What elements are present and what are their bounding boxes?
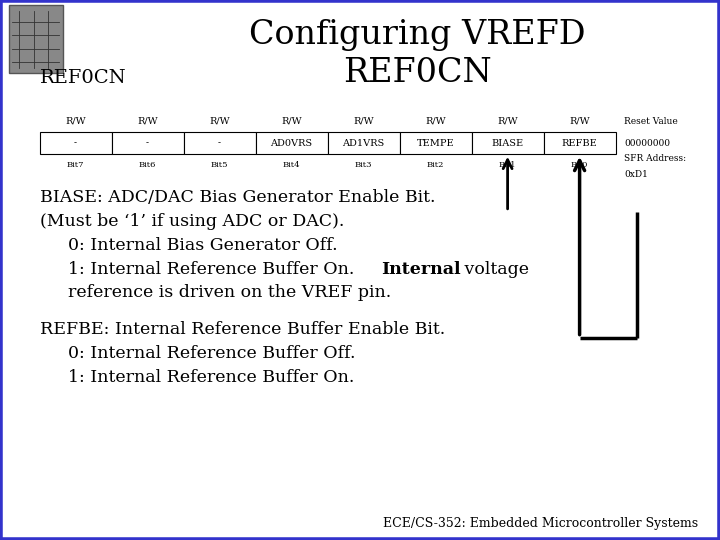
Bar <box>9 5 63 73</box>
Text: Configuring VREFD: Configuring VREFD <box>249 19 586 51</box>
Bar <box>112 132 184 154</box>
Text: R/W: R/W <box>66 117 86 126</box>
Bar <box>400 132 472 154</box>
Text: 1: Internal Reference Buffer On.: 1: Internal Reference Buffer On. <box>68 369 355 387</box>
Text: REFBE: REFBE <box>562 139 598 147</box>
Text: R/W: R/W <box>138 117 158 126</box>
Text: BIASE: ADC/DAC Bias Generator Enable Bit.: BIASE: ADC/DAC Bias Generator Enable Bit… <box>40 188 435 206</box>
Text: SFR Address:: SFR Address: <box>624 154 686 163</box>
Text: R/W: R/W <box>498 117 518 126</box>
Text: (Must be ‘1’ if using ADC or DAC).: (Must be ‘1’ if using ADC or DAC). <box>40 213 344 230</box>
Bar <box>40 132 112 154</box>
Text: Internal: Internal <box>382 261 462 279</box>
Text: Bit3: Bit3 <box>355 161 372 168</box>
Text: Bit2: Bit2 <box>427 161 444 168</box>
Bar <box>256 132 328 154</box>
Text: 0: Internal Reference Buffer Off.: 0: Internal Reference Buffer Off. <box>68 345 356 362</box>
Text: REFBE: Internal Reference Buffer Enable Bit.: REFBE: Internal Reference Buffer Enable … <box>40 321 445 338</box>
Text: Bit7: Bit7 <box>67 161 84 168</box>
Text: AD0VRS: AD0VRS <box>271 139 312 147</box>
Text: R/W: R/W <box>570 117 590 126</box>
Text: Bit4: Bit4 <box>283 161 300 168</box>
Text: Bit0: Bit0 <box>571 161 588 168</box>
Text: R/W: R/W <box>354 117 374 126</box>
Text: R/W: R/W <box>426 117 446 126</box>
Text: 00000000: 00000000 <box>624 139 670 147</box>
Text: REF0CN: REF0CN <box>343 57 492 89</box>
Text: -: - <box>218 139 221 147</box>
Bar <box>544 132 616 154</box>
Text: R/W: R/W <box>210 117 230 126</box>
Text: -: - <box>146 139 149 147</box>
Text: Bit1: Bit1 <box>499 161 516 168</box>
Text: Bit6: Bit6 <box>139 161 156 168</box>
Text: TEMPE: TEMPE <box>417 139 454 147</box>
Text: AD1VRS: AD1VRS <box>343 139 384 147</box>
Bar <box>184 132 256 154</box>
Text: 0xD1: 0xD1 <box>624 170 648 179</box>
Text: 1: Internal Reference Buffer On.: 1: Internal Reference Buffer On. <box>68 261 360 279</box>
Text: Reset Value: Reset Value <box>624 117 678 126</box>
Text: -: - <box>74 139 77 147</box>
Text: BIASE: BIASE <box>492 139 523 147</box>
Text: ECE/CS-352: Embedded Microcontroller Systems: ECE/CS-352: Embedded Microcontroller Sys… <box>383 517 698 530</box>
Bar <box>472 132 544 154</box>
Text: REF0CN: REF0CN <box>40 69 126 87</box>
Bar <box>328 132 400 154</box>
Text: R/W: R/W <box>282 117 302 126</box>
Text: 0: Internal Bias Generator Off.: 0: Internal Bias Generator Off. <box>68 237 338 254</box>
Text: reference is driven on the VREF pin.: reference is driven on the VREF pin. <box>68 284 392 301</box>
Text: voltage: voltage <box>459 261 529 279</box>
Text: Bit5: Bit5 <box>211 161 228 168</box>
